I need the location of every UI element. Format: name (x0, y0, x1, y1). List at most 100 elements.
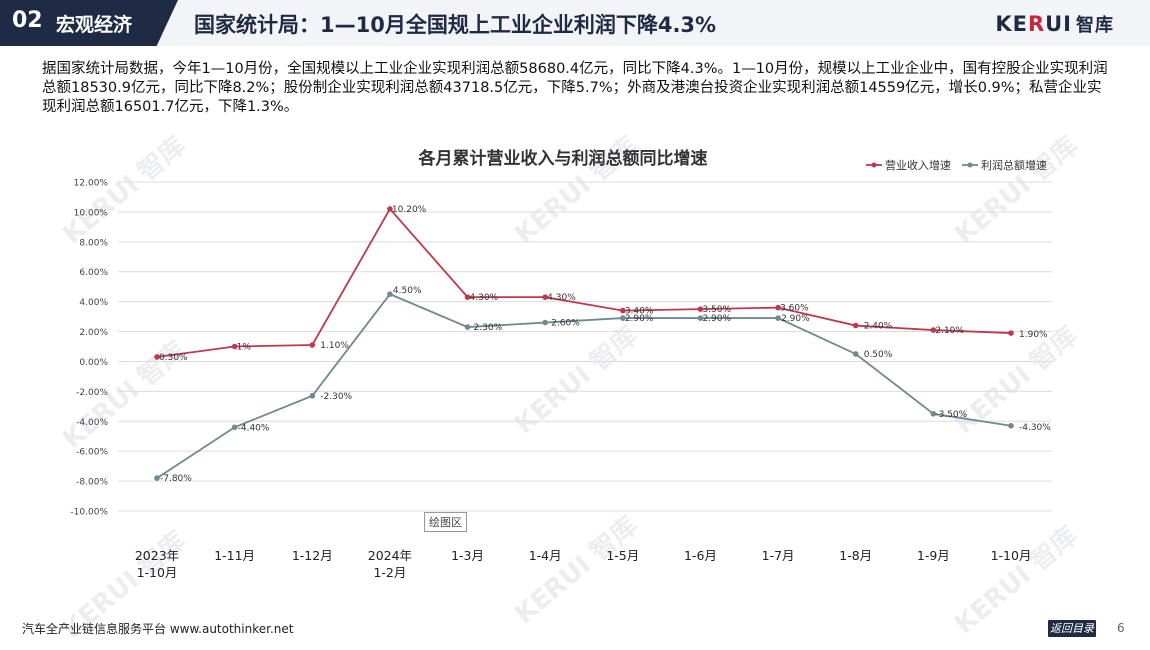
page-number: 6 (1117, 621, 1125, 635)
x-tick-label: 1-11月 (214, 548, 255, 563)
data-label: -4.30% (1019, 423, 1051, 433)
y-tick-label: 0.00% (79, 358, 108, 368)
legend: 营业收入增速 利润总额增速 (866, 158, 1047, 172)
data-point (620, 315, 626, 321)
data-label: 10.20% (392, 205, 427, 215)
x-tick-label: 1-3月 (451, 548, 484, 563)
series: 0.30% 1% 1.10% 10.20% 4.30% 4.30% 3.40% 3.50% 3.… (154, 205, 1051, 484)
data-label: 3.50% (702, 305, 731, 315)
data-point (387, 206, 393, 212)
series-profit: -7.80% -4.40% -2.30% 4.50% 2.30% 2.60% 2.90% 2.… (154, 286, 1051, 484)
data-label: 3.60% (780, 304, 809, 314)
data-point (387, 291, 393, 297)
legend-marker (967, 162, 973, 168)
data-label: 1.10% (320, 341, 349, 351)
data-label: 4.30% (470, 293, 499, 303)
y-tick-label: 2.00% (79, 328, 108, 338)
data-label: 0.50% (864, 350, 893, 360)
y-tick-label: -8.00% (76, 478, 108, 488)
section-name: 宏观经济 (56, 14, 133, 36)
data-point (464, 294, 471, 300)
data-point (852, 351, 859, 357)
data-label: -3.50% (935, 410, 967, 420)
data-point (542, 294, 548, 300)
x-axis: 2023年 1-10月 1-11月 1-12月 2024年 1-2月 1-3月 1-4月 1-5… (135, 548, 1032, 580)
back-to-toc-button[interactable]: 返回目录 (1048, 620, 1096, 637)
data-point (697, 306, 704, 312)
data-label: 2.30% (474, 323, 503, 333)
header: 02 宏观经济 国家统计局：1—10月全国规上工业企业利润下降4.3% KERU… (0, 0, 1150, 46)
data-point (542, 319, 548, 326)
data-label: 2.40% (864, 322, 893, 332)
data-label: 1% (237, 343, 252, 353)
data-point (231, 424, 238, 431)
data-label: 2.10% (935, 326, 964, 336)
page-title: 国家统计局：1—10月全国规上工业企业利润下降4.3% (194, 13, 717, 37)
y-tick-label: 6.00% (79, 268, 108, 278)
data-label: 3.40% (625, 307, 654, 317)
data-label: 2.90% (781, 314, 810, 324)
data-point (620, 307, 626, 314)
x-tick-label: 1-5月 (606, 548, 639, 563)
x-tick-label: 1-4月 (529, 548, 562, 563)
plot-area-tag: 绘图区 (424, 512, 467, 532)
y-tick-label: -6.00% (76, 448, 108, 458)
data-point (154, 475, 160, 481)
data-label: -7.80% (160, 474, 192, 484)
y-tick-label: -2.00% (76, 388, 108, 398)
footer-platform: 汽车全产业链信息服务平台 www.autothinker.net (22, 622, 294, 636)
series-line (156, 207, 1012, 358)
gridlines (118, 181, 1052, 512)
data-point (930, 327, 937, 333)
data-label: -2.30% (320, 392, 352, 402)
data-label: 2.60% (551, 319, 580, 329)
data-label: -4.40% (238, 423, 270, 433)
header-bar (0, 0, 1150, 46)
intro-text: 据国家统计局数据，今年1—10月份，全国规模以上工业企业实现利润总额58680.… (42, 61, 1108, 115)
data-point (930, 410, 937, 417)
data-label: 2.90% (625, 314, 654, 324)
section-number: 02 (12, 8, 43, 33)
data-label: 2.90% (702, 314, 731, 324)
data-label: 1.90% (1019, 330, 1048, 340)
x-tick-label: 1-7月 (762, 548, 795, 563)
data-point (1008, 330, 1014, 336)
y-tick-label: 4.00% (79, 298, 108, 308)
x-tick-label: 2023年 1-10月 (135, 548, 179, 580)
x-tick-label: 1-8月 (839, 548, 872, 563)
data-label: 0.30% (159, 353, 188, 363)
data-point (231, 343, 238, 350)
y-tick-label: 8.00% (79, 238, 108, 248)
y-tick-label: 12.00% (74, 179, 109, 189)
data-point (775, 304, 781, 311)
series-revenue: 0.30% 1% 1.10% 10.20% 4.30% 4.30% 3.40% 3.50% 3.… (154, 205, 1048, 363)
x-tick-label: 1-9月 (917, 548, 950, 563)
data-point (775, 315, 781, 321)
data-point (852, 322, 859, 329)
y-axis: 12.00% 10.00% 8.00% 6.00% 4.00% 2.00% 0.00% -2.… (70, 179, 108, 518)
data-point (464, 324, 471, 330)
x-tick-label: 1-6月 (684, 548, 717, 563)
legend-marker (871, 162, 877, 168)
chart-title: 各月累计营业收入与利润总额同比增速 (418, 148, 708, 169)
data-point (154, 354, 160, 360)
legend-label: 营业收入增速 (885, 158, 951, 172)
legend-label: 利润总额增速 (981, 158, 1047, 172)
data-label: 4.50% (393, 286, 422, 296)
data-label: 4.30% (547, 293, 576, 303)
data-point (697, 315, 704, 321)
x-tick-label: 1-12月 (292, 548, 333, 563)
x-tick-label: 2024年 1-2月 (368, 548, 412, 580)
series-line (156, 293, 1012, 479)
data-point (309, 393, 316, 399)
section-tab: 02 宏观经济 (0, 0, 178, 46)
y-tick-label: 10.00% (74, 208, 109, 218)
y-tick-label: -4.00% (76, 418, 108, 428)
x-tick-label: 1-10月 (991, 548, 1032, 563)
y-tick-label: -10.00% (70, 508, 108, 518)
kerui-logo: KERUI 智库 (995, 12, 1114, 36)
data-point (1008, 422, 1014, 429)
data-point (309, 342, 316, 348)
